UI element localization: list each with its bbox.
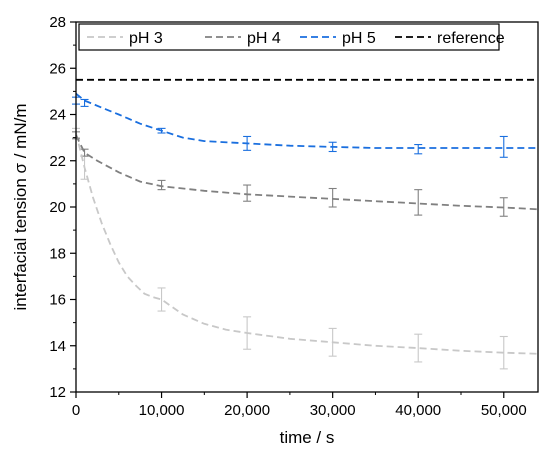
error-bar-ph-4	[157, 179, 166, 191]
y-tick-label: 16	[49, 292, 66, 309]
x-tick-label: 20,000	[224, 402, 270, 419]
error-bar-ph-5	[499, 135, 508, 158]
series-lines-layer	[75, 78, 539, 355]
series-line-ph-5	[75, 92, 538, 149]
y-tick-label: 22	[49, 153, 66, 170]
error-bar-ph-3	[499, 335, 508, 370]
series-line-ph-4	[75, 134, 539, 211]
y-tick-label: 28	[49, 14, 66, 31]
x-tick-label: 30,000	[310, 402, 356, 419]
x-tick-label: 10,000	[139, 402, 185, 419]
legend-label-ph-4: pH 4	[247, 30, 281, 47]
x-axis-title: time / s	[280, 428, 335, 447]
error-bars-layer	[72, 96, 508, 370]
y-tick-label: 26	[49, 60, 66, 77]
error-bar-ph-4	[328, 187, 337, 208]
error-bar-ph-4	[243, 184, 252, 202]
legend-label-ph-3: pH 3	[129, 30, 163, 47]
error-bar-ph-3	[414, 333, 423, 363]
error-bar-ph-5	[80, 98, 89, 107]
y-axis-title: interfacial tension σ / mN/m	[11, 103, 30, 310]
y-tick-label: 20	[49, 199, 66, 216]
y-tick-label: 14	[49, 338, 66, 355]
error-bar-ph-4	[414, 189, 423, 216]
axes-layer: 0 10,000 20,000 30,000 40,000 50,000 12 14 16 18 2…	[49, 14, 539, 419]
y-tick-label: 18	[49, 245, 66, 262]
legend-label-ph-5: pH 5	[342, 30, 376, 47]
error-bar-ph-3	[157, 287, 166, 312]
x-tick-label: 0	[72, 402, 80, 419]
legend: pH 3 pH 4 pH 5 reference	[78, 23, 505, 51]
y-tick-label: 12	[49, 384, 66, 401]
x-tick-label: 50,000	[481, 402, 527, 419]
legend-label-reference: reference	[437, 30, 505, 47]
series-line-ph-3	[75, 132, 539, 355]
y-tick-label: 24	[49, 107, 66, 124]
error-bar-ph-5	[414, 144, 423, 155]
x-tick-label: 40,000	[395, 402, 441, 419]
